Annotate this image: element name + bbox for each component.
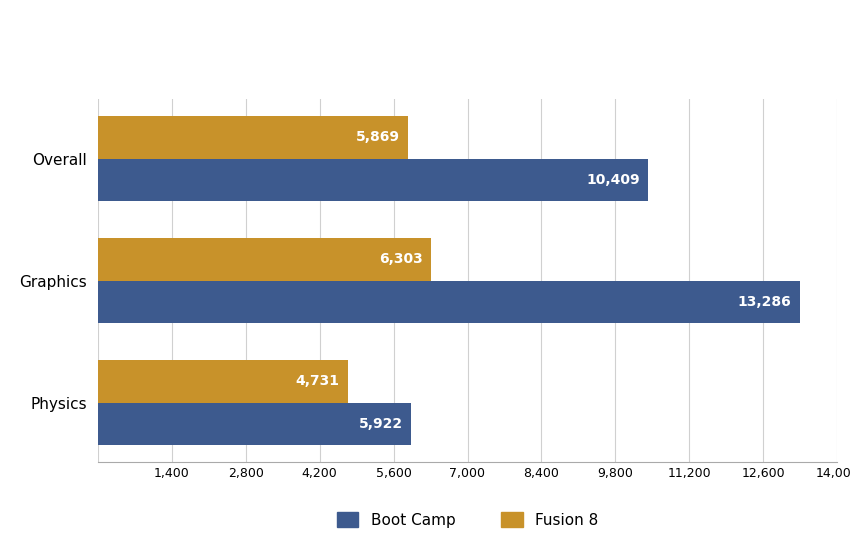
Text: 13,286: 13,286 [738, 295, 791, 309]
Text: 4,731: 4,731 [296, 374, 340, 388]
Text: 6,303: 6,303 [379, 252, 422, 266]
Bar [98, 238, 431, 280]
Bar [98, 158, 648, 201]
Bar [98, 116, 408, 158]
Text: 5,869: 5,869 [356, 130, 400, 144]
Bar [98, 281, 800, 323]
Text: 10,409: 10,409 [586, 173, 640, 187]
Text: VMware Fusion 8 Benchmarks: VMware Fusion 8 Benchmarks [26, 19, 306, 38]
Legend: Boot Camp, Fusion 8: Boot Camp, Fusion 8 [331, 506, 604, 534]
Text: 3DMark (2013) | Cloud Gate: 3DMark (2013) | Cloud Gate [26, 56, 286, 75]
Bar [98, 360, 348, 403]
Bar [98, 403, 411, 445]
Text: 5,922: 5,922 [359, 417, 403, 431]
